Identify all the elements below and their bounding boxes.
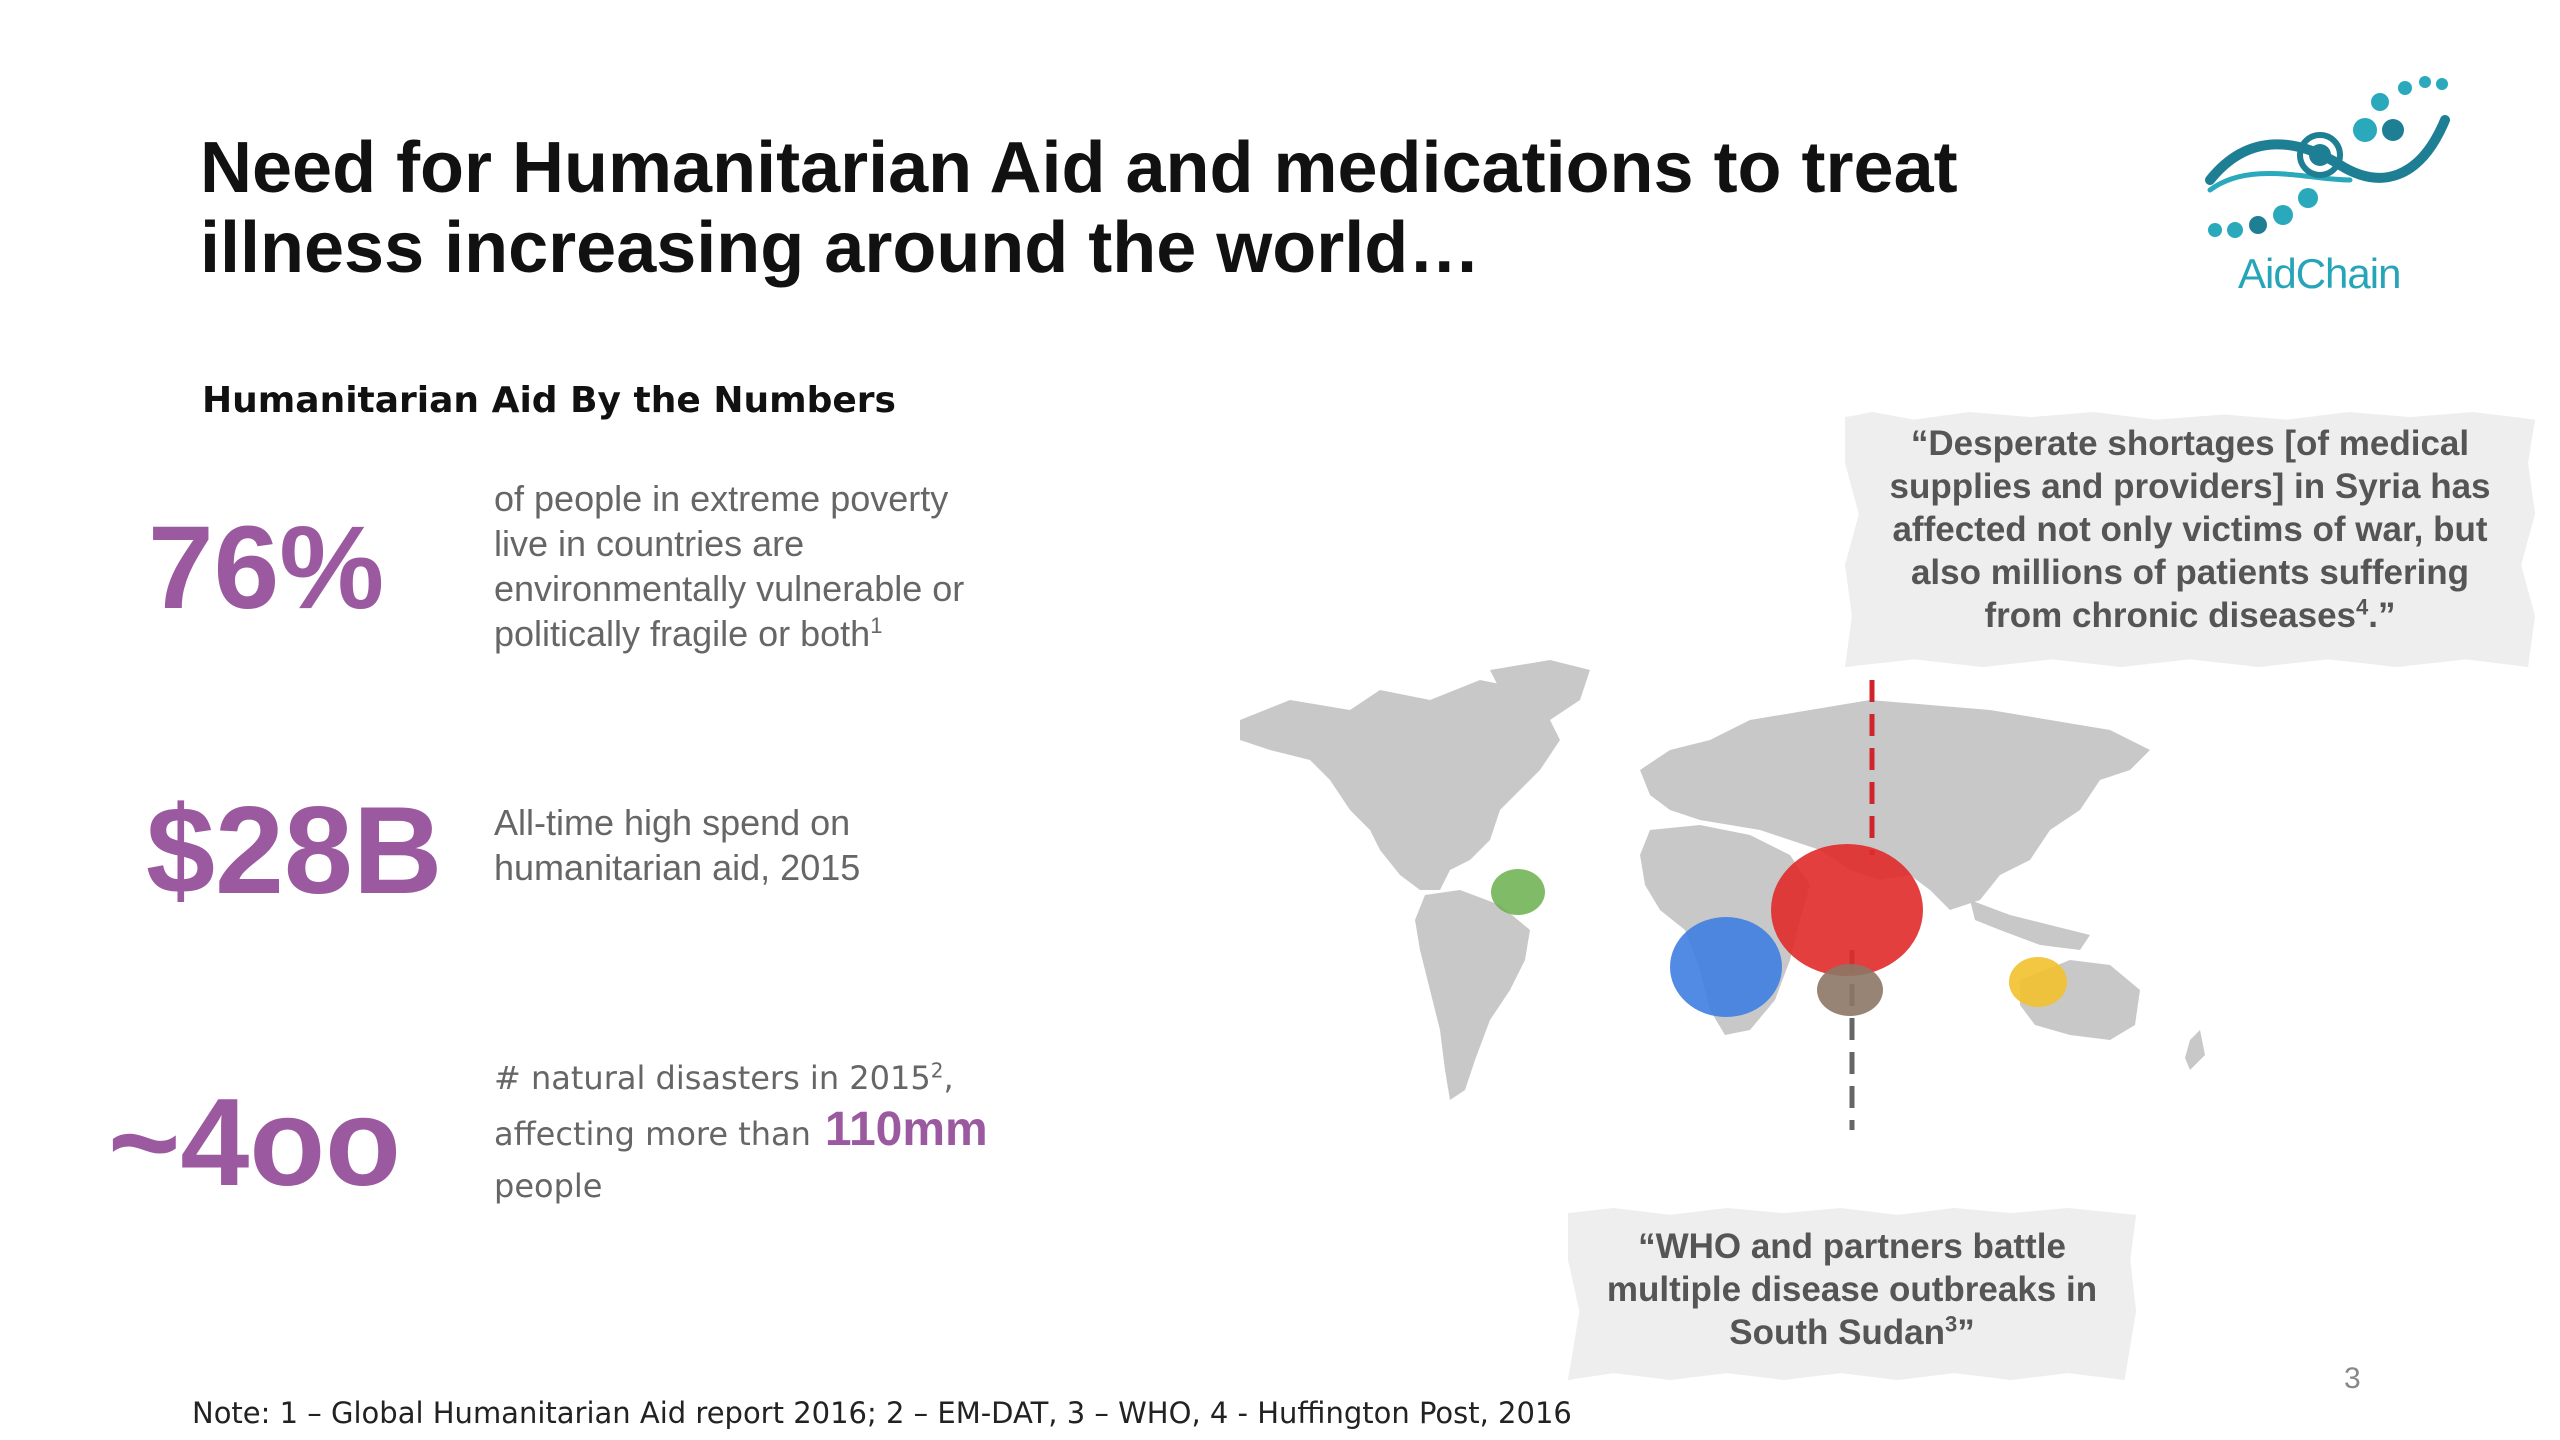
stat-desc-line: # natural disasters in 20152, [494, 1052, 1054, 1104]
bubble-central-america [1491, 869, 1545, 915]
new-zealand-shape [2185, 1030, 2205, 1070]
footnote-marker: 4 [2356, 594, 2369, 620]
footnote-marker: 2 [930, 1058, 944, 1083]
logo-text: AidChain [2238, 250, 2401, 297]
south-america-shape [1415, 890, 1530, 1100]
stat-desc-line: environmentally vulnerable or [494, 568, 965, 609]
quote-text: South Sudan [1729, 1313, 1946, 1352]
stat-desc-line: humanitarian aid, 2015 [494, 847, 861, 888]
slide-title-line-2: illness increasing around the world… [200, 208, 1481, 288]
map-continents [1240, 660, 2205, 1100]
quote-syria: “Desperate shortages [of medical supplie… [1845, 412, 2535, 667]
bubble-middle-east [1771, 844, 1923, 976]
page-number: 3 [2344, 1362, 2361, 1395]
quote-text: .” [2368, 596, 2396, 635]
slide-title: Need for Humanitarian Aid and medication… [200, 128, 2100, 288]
quote-line: affected not only victims of war, but [1892, 510, 2488, 549]
quote-line: from chronic diseases4.” [1845, 594, 2535, 637]
north-america-shape [1240, 680, 1560, 890]
stat-desc-line: of people in extreme poverty [494, 478, 949, 519]
quote-line: also millions of patients suffering [1910, 553, 2470, 592]
quote-line: South Sudan3” [1568, 1311, 2136, 1354]
stat-desc-text: politically fragile or both [494, 613, 871, 654]
stat-desc-text: # natural disasters in 2015 [494, 1059, 931, 1097]
bubble-south-sudan [1817, 964, 1883, 1016]
quote-south-sudan: “WHO and partners battle multiple diseas… [1568, 1208, 2136, 1380]
quote-line: “WHO and partners battle [1638, 1227, 2066, 1266]
slide-title-line-1: Need for Humanitarian Aid and medication… [200, 128, 1958, 208]
stat-desc-line: All-time high spend on [494, 802, 851, 843]
bubble-west-africa [1670, 917, 1782, 1017]
quote-text: ” [1957, 1313, 1975, 1352]
quote-line: multiple disease outbreaks in [1606, 1270, 2098, 1309]
footnote-marker: 1 [870, 613, 883, 638]
stat-desc-line: politically fragile or both1 [494, 611, 1054, 656]
aidchain-logo-icon [2205, 76, 2450, 238]
source-note: Note: 1 – Global Humanitarian Aid report… [192, 1396, 1572, 1430]
quote-line: “Desperate shortages [of medical [1910, 424, 2470, 463]
stat-value-disasters: ~4oo [108, 1074, 401, 1212]
stat-value-aid-spend: $28B [146, 782, 443, 920]
stat-description-aid-spend: All-time high spend on humanitarian aid,… [494, 800, 1054, 890]
bubble-southeast-asia [2009, 957, 2067, 1007]
stat-description-disasters: # natural disasters in 20152, affecting … [494, 1052, 1054, 1212]
affected-people-highlight: 110mm [824, 1103, 988, 1156]
section-title: Humanitarian Aid By the Numbers [202, 380, 896, 421]
footnote-marker: 3 [1945, 1311, 1958, 1337]
world-map [1240, 660, 2205, 1130]
greenland-shape [1490, 660, 1590, 720]
stat-desc-line: people [494, 1167, 603, 1205]
stat-desc-line: affecting more than 110mm [494, 1104, 1054, 1160]
stat-desc-text: affecting more than [494, 1115, 811, 1153]
stat-value-poverty: 76% [148, 502, 385, 634]
stat-description-poverty: of people in extreme poverty live in cou… [494, 476, 1054, 656]
quote-text: from chronic diseases [1984, 596, 2357, 635]
stat-desc-text: , [943, 1059, 954, 1097]
southeast-asia-shape [1970, 900, 2090, 950]
europe-asia-shape [1640, 700, 2150, 910]
quote-line: supplies and providers] in Syria has [1889, 467, 2491, 506]
stat-desc-line: live in countries are [494, 523, 805, 564]
